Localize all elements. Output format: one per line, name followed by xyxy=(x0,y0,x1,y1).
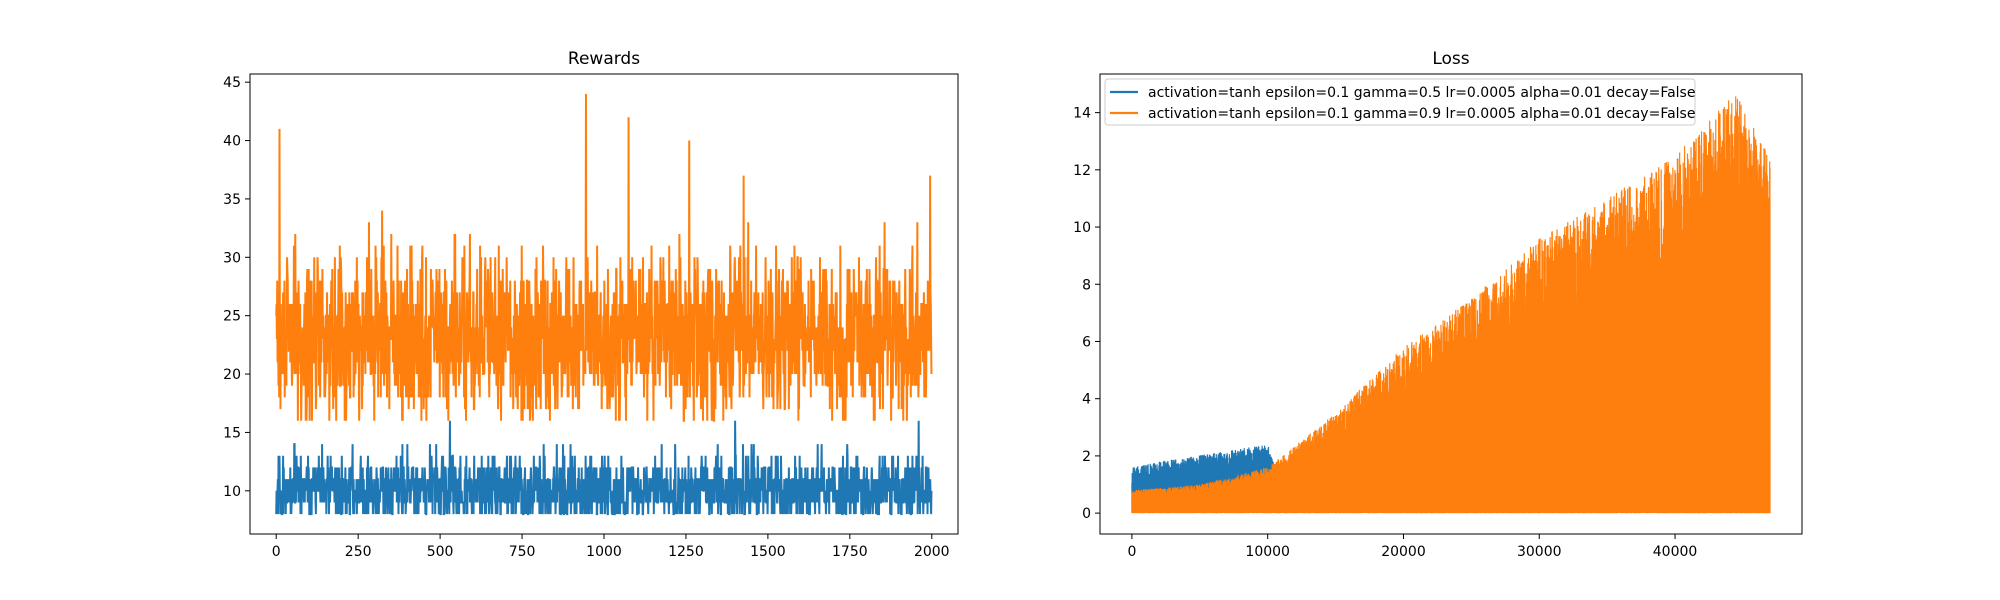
rewards-y-tick-label: 20 xyxy=(223,367,241,383)
rewards-y-tick-label: 30 xyxy=(223,250,241,266)
rewards-x-tick-label: 0 xyxy=(272,544,281,560)
rewards-y-tick-label: 10 xyxy=(223,484,241,500)
rewards-x-tick-label: 1000 xyxy=(586,544,622,560)
rewards-x-tick-label: 500 xyxy=(427,544,454,560)
rewards-series-layer xyxy=(275,93,933,516)
rewards-series-1-line xyxy=(275,420,933,516)
loss-x-tick-label: 30000 xyxy=(1517,544,1562,560)
loss-plot-frame xyxy=(1099,73,1803,535)
rewards-y-tick-label: 35 xyxy=(223,192,241,208)
rewards-y-tick-label: 45 xyxy=(223,75,241,91)
loss-x-tick-label: 10000 xyxy=(1245,544,1290,560)
loss-y-tick-label: 8 xyxy=(1082,277,1091,293)
loss-series-2-line xyxy=(1131,96,1771,514)
rewards-y-tick-label: 25 xyxy=(223,309,241,325)
rewards-plot-frame xyxy=(249,73,959,535)
rewards-series-2-line xyxy=(275,93,933,422)
rewards-axes: 0 250 500 750 1000 1250 1500 1750 2000 10 15 20 25 30… xyxy=(223,75,949,560)
loss-x-tick-label: 0 xyxy=(1127,544,1136,560)
rewards-x-tick-label: 1500 xyxy=(750,544,786,560)
rewards-x-tick-label: 1250 xyxy=(668,544,704,560)
loss-y-tick-label: 0 xyxy=(1082,506,1091,522)
rewards-title: Rewards xyxy=(568,49,640,69)
rewards-chart: Rewards 0 250 500 750 1000 1250 1500 1750 2000 10… xyxy=(223,49,959,560)
rewards-y-tick-label: 40 xyxy=(223,134,241,150)
loss-y-tick-label: 6 xyxy=(1082,334,1091,350)
rewards-x-tick-label: 250 xyxy=(345,544,372,560)
legend-label-series-1: activation=tanh epsilon=0.1 gamma=0.5 lr… xyxy=(1148,85,1695,101)
loss-series-layer xyxy=(1131,96,1771,514)
loss-y-tick-label: 14 xyxy=(1073,106,1091,122)
loss-legend: activation=tanh epsilon=0.1 gamma=0.5 lr… xyxy=(1104,78,1696,126)
rewards-x-tick-label: 750 xyxy=(509,544,536,560)
loss-y-tick-label: 2 xyxy=(1082,449,1091,465)
legend-label-series-2: activation=tanh epsilon=0.1 gamma=0.9 lr… xyxy=(1148,106,1695,122)
loss-y-tick-label: 4 xyxy=(1082,392,1091,408)
loss-chart: Loss 0 10000 20000 30000 40000 0 2 4 6 8 10 12 14 ac… xyxy=(1073,49,1803,560)
rewards-x-tick-label: 2000 xyxy=(914,544,950,560)
loss-x-tick-label: 20000 xyxy=(1381,544,1426,560)
loss-x-tick-label: 40000 xyxy=(1653,544,1698,560)
rewards-x-tick-label: 1750 xyxy=(832,544,868,560)
loss-y-tick-label: 10 xyxy=(1073,220,1091,236)
loss-title: Loss xyxy=(1432,49,1469,69)
loss-axes: 0 10000 20000 30000 40000 0 2 4 6 8 10 12 14 xyxy=(1073,106,1697,560)
rewards-y-tick-label: 15 xyxy=(223,425,241,441)
legend-box xyxy=(1104,78,1696,126)
loss-y-tick-label: 12 xyxy=(1073,163,1091,179)
